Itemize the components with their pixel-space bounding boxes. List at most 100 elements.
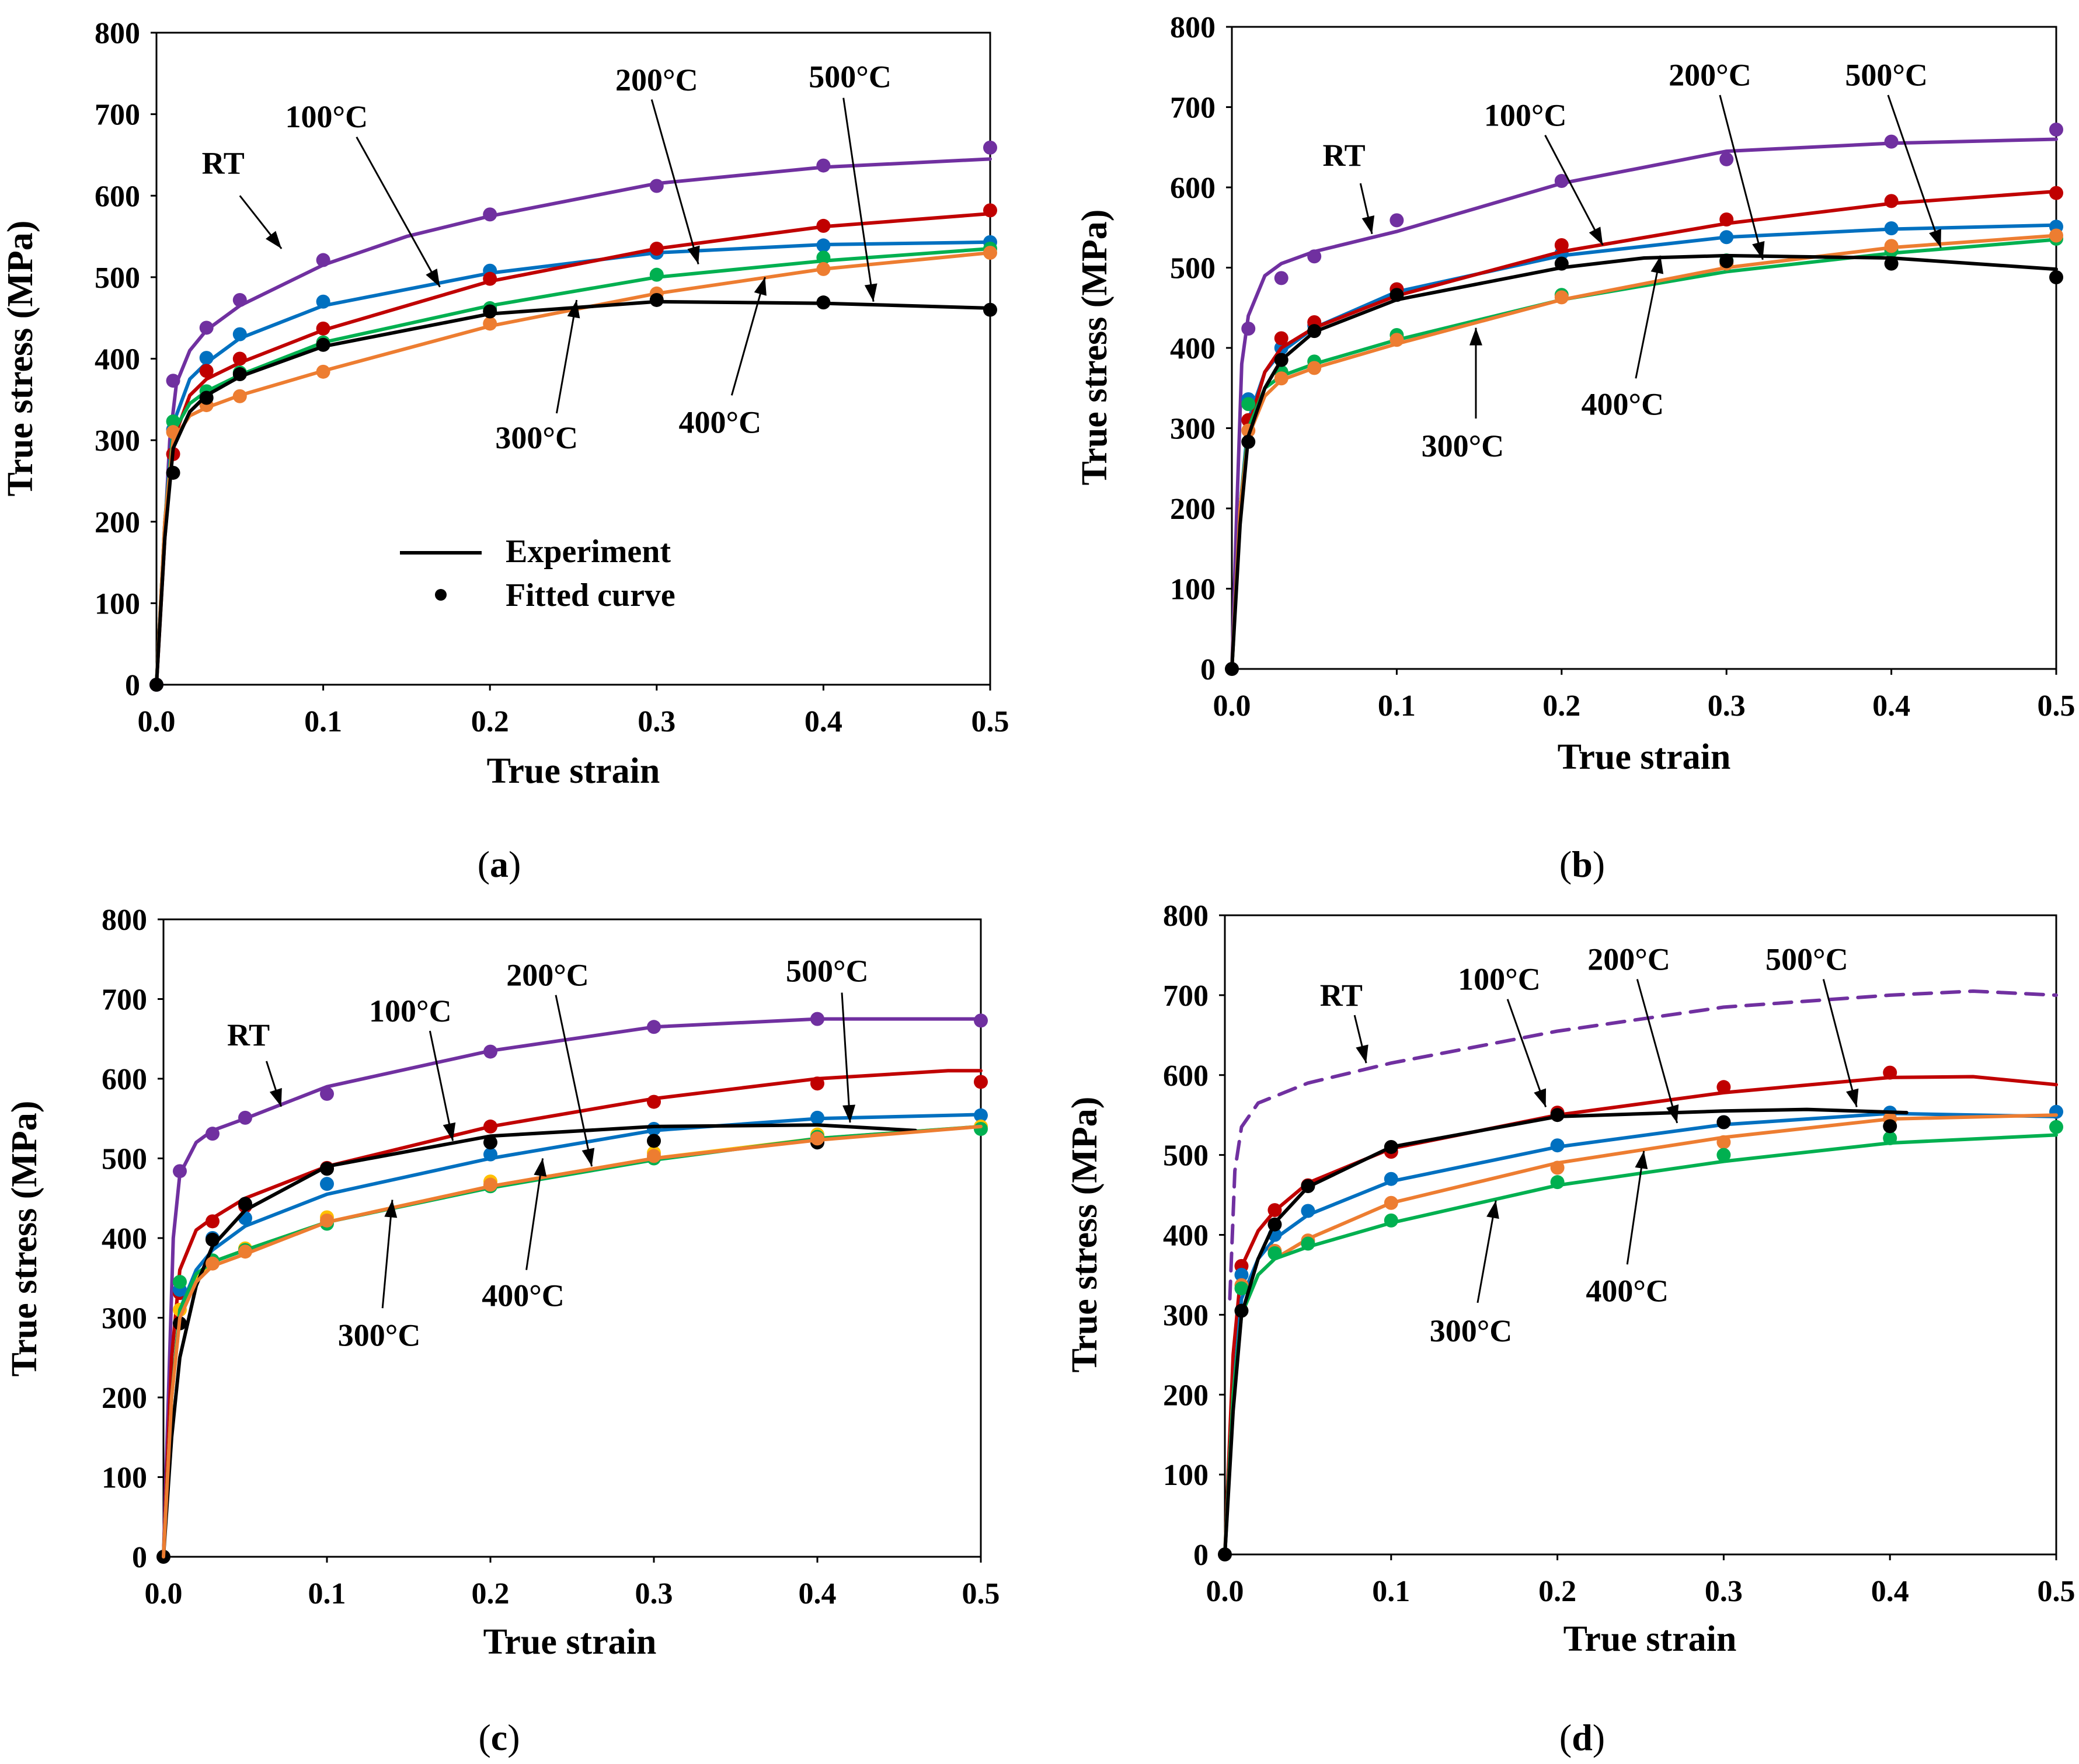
series-rt: [1230, 123, 2063, 671]
y-axis-title: True stress (MPa): [1, 221, 40, 497]
fitted-point-300c: [1384, 1195, 1398, 1210]
fitted-point-400c: [1234, 1281, 1249, 1296]
series-500c: [1218, 1107, 1909, 1561]
x-tick-label: 0.0: [1206, 1575, 1244, 1608]
annotation-label: 500°C: [786, 954, 869, 989]
fitted-point-400c: [1884, 239, 1899, 253]
annotation-500c: 500°C: [1765, 942, 1859, 1107]
x-tick-label: 0.0: [145, 1577, 183, 1610]
y-tick-label: 600: [1170, 172, 1216, 205]
panel-b: 0 100 200 300 400 500 600 700 800 0.0 0.1 0.2 0.3 0.…: [1075, 11, 2075, 885]
annotation-arrow-line: [1506, 999, 1547, 1108]
experiment-curve-400c: [162, 1124, 983, 1559]
fitted-point-300c: [166, 414, 180, 429]
annotation-label: 200°C: [506, 958, 589, 993]
annotation-label: 300°C: [1422, 428, 1505, 463]
annotation-arrowhead: [581, 1148, 595, 1167]
annotation-400c: 400°C: [679, 277, 767, 440]
annotation-label: 100°C: [285, 99, 368, 134]
fitted-point-rt: [206, 1127, 220, 1141]
series-300c: [1230, 232, 2063, 671]
x-axis-title: True strain: [487, 751, 660, 791]
annotation-400c: 400°C: [1581, 255, 1664, 421]
annotation-arrow-line: [1544, 134, 1604, 246]
series-500c: [149, 292, 997, 692]
experiment-curve-500c: [1223, 1107, 1909, 1556]
annotation-arrow-line: [429, 1030, 454, 1141]
annotation-arrowhead: [1846, 1088, 1859, 1107]
fitted-point-200c: [320, 1177, 334, 1191]
series-100c: [1223, 1065, 2058, 1556]
annotation-rt: RT: [227, 1017, 283, 1107]
y-tick-label: 600: [95, 180, 140, 213]
annotation-arrowhead: [534, 1158, 547, 1177]
fitted-point-200c: [649, 242, 664, 256]
fitted-point-400c: [173, 1275, 187, 1289]
annotation-500c: 500°C: [809, 59, 892, 302]
panel-c: 0 100 200 300 400 500 600 700 800 0.0 0.1 0.2 0.3 0.…: [5, 904, 1000, 1758]
annotation-300c: 300°C: [495, 299, 580, 455]
fitted-point-rt: [649, 179, 664, 193]
fitted-point-500c: [316, 337, 330, 352]
y-tick-label: 600: [1163, 1059, 1209, 1093]
fitted-point-300c-orange: [206, 1256, 220, 1271]
y-tick-label: 100: [102, 1462, 147, 1495]
annotation-label: RT: [227, 1017, 270, 1052]
fitted-point-100c: [647, 1094, 661, 1109]
fitted-point-rt: [810, 1012, 824, 1026]
fitted-point-200c: [647, 1121, 661, 1136]
x-tick-label: 0.4: [1871, 1575, 1909, 1608]
y-axis-title: True stress (MPa): [5, 1101, 44, 1377]
fitted-point-300c: [1241, 397, 1256, 412]
annotation-300c: 300°C: [1422, 327, 1505, 463]
annotation-arrowhead: [426, 269, 440, 287]
fitted-point-400c: [816, 262, 831, 276]
fitted-point-400c: [2049, 1120, 2063, 1134]
annotation-arrow-line: [555, 299, 578, 414]
series-300c: [162, 1119, 988, 1559]
annotation-arrowhead: [266, 231, 282, 249]
y-tick-label: 200: [95, 506, 140, 539]
fitted-point-400c: [974, 1121, 988, 1136]
fitted-point-200c: [1550, 1138, 1565, 1153]
fitted-point-rt: [320, 1086, 334, 1101]
x-axis-title: True strain: [1558, 737, 1731, 777]
fitted-point-400c: [1716, 1148, 1731, 1162]
fitted-point-500c: [1554, 256, 1569, 271]
fitted-point-100c: [1716, 1080, 1731, 1094]
fitted-point-500c: [647, 1134, 661, 1148]
series-300c-orange: [162, 1124, 983, 1559]
x-tick-label: 0.1: [308, 1577, 346, 1610]
fitted-point-400c: [1390, 333, 1404, 347]
annotation-200c: 200°C: [615, 62, 700, 264]
annotation-300c: 300°C: [1430, 1200, 1512, 1348]
fitted-point-500c: [238, 1197, 252, 1211]
x-axis-title: True strain: [483, 1622, 657, 1662]
series-rt: [162, 1012, 988, 1559]
annotation-200c: 200°C: [1587, 942, 1679, 1124]
annotation-arrow-line: [842, 97, 875, 302]
y-tick-label: 300: [1163, 1299, 1209, 1332]
annotation-arrowhead: [1589, 226, 1603, 245]
annotation-arrowhead: [842, 1104, 856, 1123]
annotation-400c: 400°C: [482, 1158, 565, 1313]
fitted-point-100c: [1267, 1203, 1282, 1218]
fitted-point-100c: [483, 1119, 497, 1134]
fitted-point-500c: [483, 1135, 497, 1150]
fitted-point-200c: [316, 321, 330, 336]
annotation-rt: RT: [202, 145, 283, 249]
fitted-point-200c: [1274, 331, 1289, 346]
fitted-point-500c: [1716, 1115, 1731, 1129]
fitted-point-400c: [316, 364, 330, 379]
annotation-label: RT: [1320, 978, 1363, 1013]
series-100c: [1230, 219, 2063, 671]
annotation-label: RT: [202, 145, 245, 180]
annotation-arrowhead: [1469, 327, 1482, 346]
fitted-point-100c: [1884, 221, 1899, 236]
fitted-point-300c-orange: [810, 1131, 824, 1146]
fitted-point-500c: [983, 302, 997, 317]
annotation-300c: 300°C: [338, 1200, 420, 1353]
fitted-point-200c: [1554, 238, 1569, 252]
fitted-point-500c: [1234, 1303, 1249, 1318]
